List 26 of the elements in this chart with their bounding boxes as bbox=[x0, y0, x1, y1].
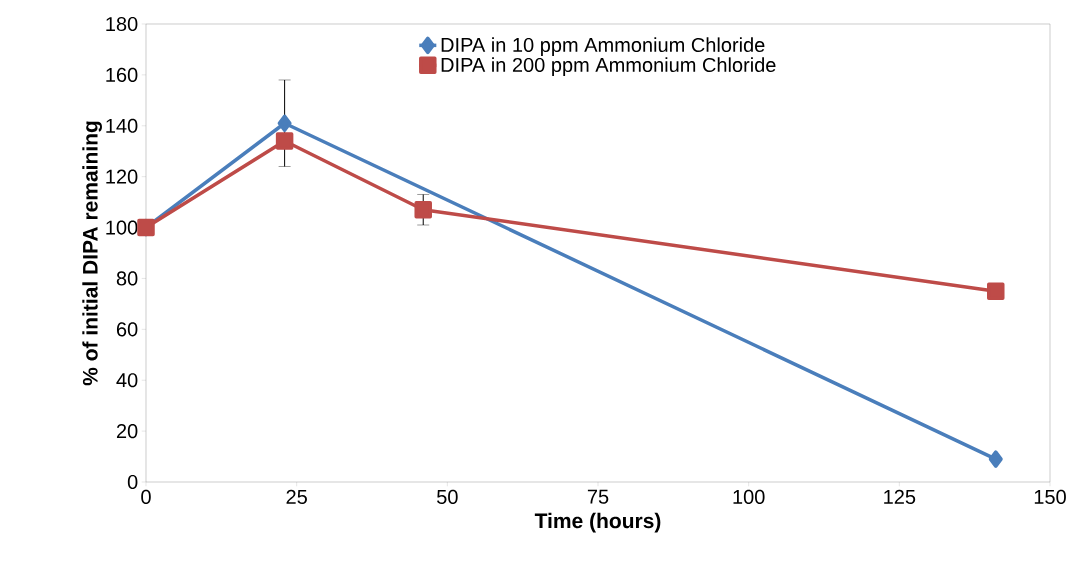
y-tick-label: 180 bbox=[106, 16, 138, 32]
point bbox=[277, 114, 292, 132]
x-tick-label: 75 bbox=[587, 489, 609, 504]
y-tick-label: 80 bbox=[116, 271, 138, 286]
point bbox=[414, 200, 432, 219]
y-tick-label: 40 bbox=[116, 373, 138, 388]
y-tick-label: 20 bbox=[116, 424, 138, 439]
x-tick-label: 25 bbox=[286, 489, 307, 504]
point bbox=[987, 282, 1005, 300]
x-tick-label: 50 bbox=[437, 489, 458, 504]
x-tick-label: 0 bbox=[141, 489, 151, 504]
legend-label: DIPA in 10 ppm Ammonium Chloride bbox=[441, 37, 765, 57]
y-tick-label: 140 bbox=[106, 118, 138, 133]
x-tick-label: 100 bbox=[733, 489, 765, 504]
point bbox=[275, 132, 294, 150]
y-tick-label: 60 bbox=[116, 322, 138, 337]
y-tick-label: 0 bbox=[127, 474, 138, 490]
x-tick-label: 150 bbox=[1034, 489, 1066, 504]
point bbox=[988, 450, 1003, 468]
x-axis-title: Time (hours) bbox=[534, 512, 661, 533]
x-tick-label: 125 bbox=[884, 489, 916, 504]
y-tick-label: 100 bbox=[106, 220, 138, 235]
y-tick-label: 120 bbox=[106, 169, 138, 184]
legend-label: DIPA in 200 ppm Ammonium Chloride bbox=[441, 57, 776, 76]
y-axis-title: % of initial DIPA remaining bbox=[82, 121, 102, 386]
y-tick-label: 160 bbox=[106, 67, 138, 82]
